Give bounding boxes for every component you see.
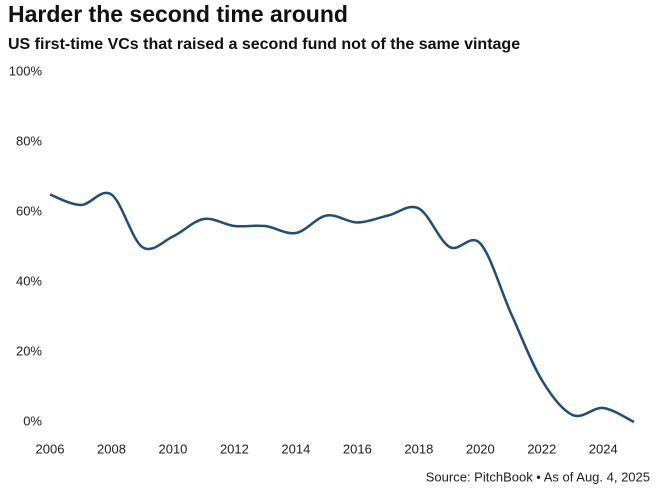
x-tick-label: 2010 [158,441,187,456]
y-tick-label: 0% [23,413,42,428]
data-line [49,191,635,424]
x-tick-label: 2022 [527,441,556,456]
y-tick-label: 40% [16,273,42,288]
x-tick-label: 2012 [220,441,249,456]
y-tick-label: 20% [16,343,42,358]
x-tick-label: 2016 [343,441,372,456]
x-tick-label: 2008 [97,441,126,456]
y-tick-label: 80% [16,133,42,148]
x-tick-label: 2014 [281,441,310,456]
y-tick-label: 60% [16,203,42,218]
source-note: Source: PitchBook • As of Aug. 4, 2025 [426,469,650,484]
y-tick-label: 100% [9,63,43,78]
x-tick-label: 2020 [466,441,495,456]
chart-subtitle: US first-time VCs that raised a second f… [8,36,520,53]
x-tick-label: 2024 [589,441,618,456]
x-tick-label: 2018 [404,441,433,456]
x-tick-label: 2006 [36,441,65,456]
chart-title: Harder the second time around [8,1,348,27]
